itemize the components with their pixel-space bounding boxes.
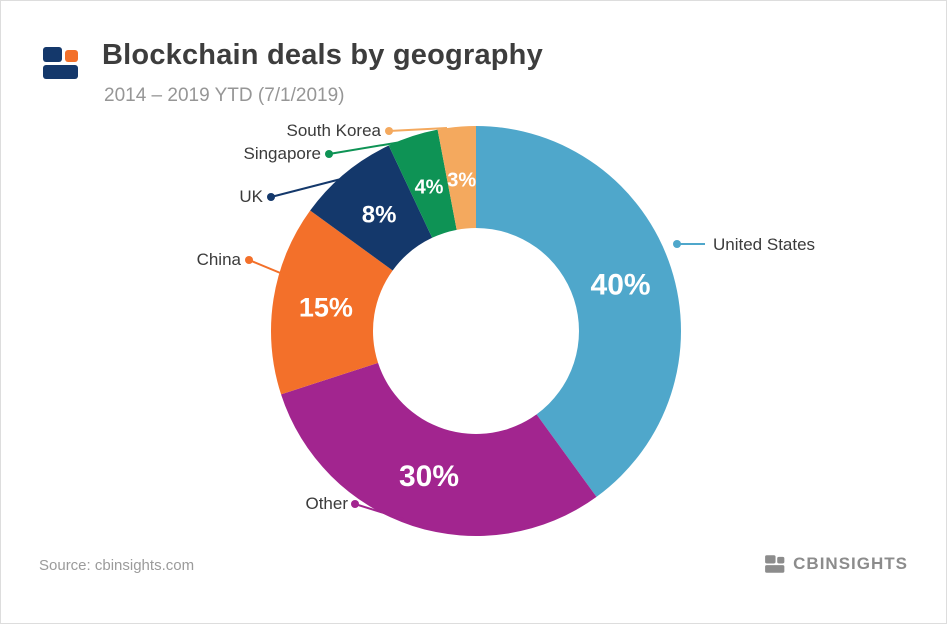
- donut-slices: [270, 126, 681, 536]
- donut-slice-other: [281, 362, 597, 536]
- slice-label-china: China: [196, 250, 241, 269]
- slice-label-uk: UK: [239, 187, 263, 206]
- donut-slice-south-korea: [437, 126, 476, 230]
- footer-brand-text: CBINSIGHTS: [793, 554, 908, 573]
- slice-value-label: 8%: [362, 201, 397, 228]
- leader-other: [351, 500, 404, 520]
- slice-label-singapore: Singapore: [243, 144, 321, 163]
- slice-value-label: 4%: [415, 176, 444, 198]
- donut-slice-china: [270, 210, 393, 395]
- donut-slice-uk: [310, 145, 433, 271]
- slice-value-label: 3%: [447, 170, 476, 192]
- leader-united-states: [673, 240, 705, 248]
- source-credit: Source: cbinsights.com: [39, 557, 195, 574]
- slice-label-south-korea: South Korea: [286, 121, 381, 140]
- donut-slice-united-states: [476, 126, 681, 497]
- slice-value-label: 40%: [591, 269, 651, 302]
- leader-south-korea: [385, 127, 448, 135]
- slice-value-labels: 40% 30% 15% 8% 4% 3%: [299, 170, 651, 493]
- slice-label-other: Other: [305, 494, 348, 513]
- page-subtitle: 2014 – 2019 YTD (7/1/2019): [104, 85, 345, 106]
- footer-brand: CBINSIGHTS: [764, 553, 908, 575]
- slice-value-label: 15%: [299, 293, 353, 323]
- slice-value-label: 30%: [399, 460, 459, 493]
- page-title: Blockchain deals by geography: [102, 39, 543, 71]
- leader-uk: [267, 178, 342, 201]
- slice-label-united-states: United States: [713, 235, 816, 254]
- leader-singapore: [325, 140, 408, 158]
- cbinsights-logo-icon: [43, 47, 78, 79]
- donut-slice-singapore: [388, 129, 457, 238]
- cbinsights-footer-icon: [765, 555, 785, 573]
- leader-china: [245, 256, 291, 278]
